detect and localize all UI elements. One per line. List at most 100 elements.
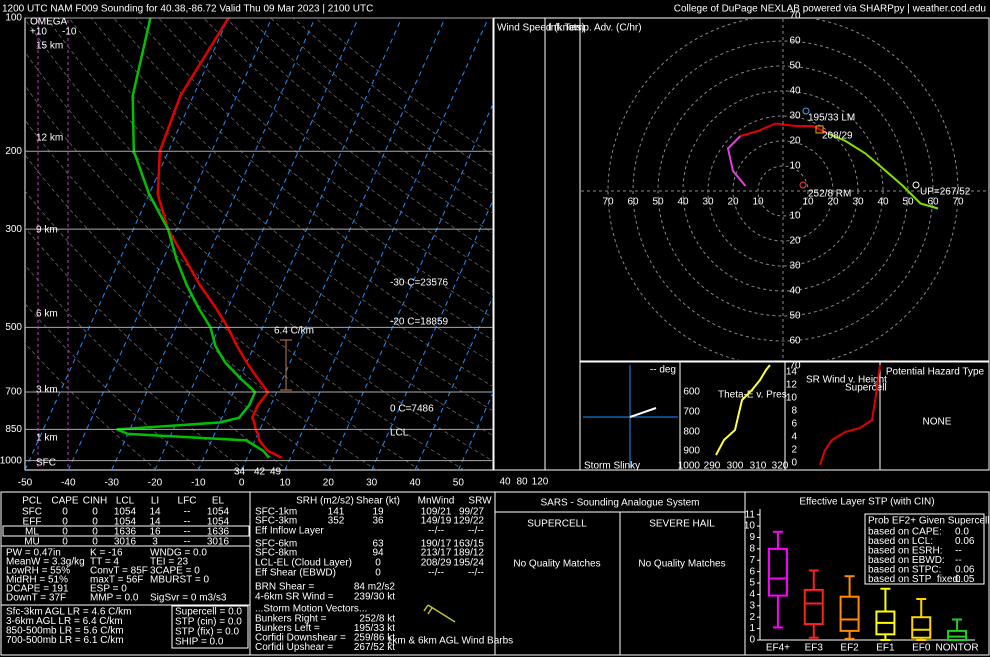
table-cell: 141 [328,507,345,518]
box [839,595,860,632]
dry-adiabat [25,85,465,470]
index-value: TT = 4 [90,557,119,568]
ring-label: 70 [789,11,801,22]
x-tick-label: 120 [532,477,549,488]
row-label: Corfidi Downshear = [255,633,346,644]
annotation: 42 [254,467,266,478]
ring-label: 10 [789,161,801,172]
y-tick-label: 8 [749,544,755,555]
ring-label: 40 [877,197,889,208]
dry-adiabat [25,18,493,437]
legend-title: Prob EF2+ Given Supercell [868,516,989,527]
row-value: 259/86 kt [354,633,395,644]
ring-label: 70 [602,197,614,208]
composite-box [171,605,249,649]
x-tick-label: EF1 [876,643,895,654]
table-cell: -- [184,527,191,538]
row-value: 195/33 kt [354,623,395,634]
index-value: MBURST = 0 [150,575,209,586]
ring-label: 20 [827,197,839,208]
table-cell: 0 [92,537,98,548]
table-cell: 3 [152,537,158,548]
y-tick-label: 14 [786,367,798,378]
index-value: WNDG = 0.0 [150,548,207,559]
panel-title: Inf. Temp. Adv. (C/hr) [548,23,642,34]
ring-label: 30 [852,197,864,208]
storm-marker [799,181,807,189]
ring-label: 10 [802,197,814,208]
x-tick-label: 30 [366,478,378,489]
isotherm [25,18,229,470]
dry-adiabat [113,18,493,341]
row-label: Eff Inflow Layer [255,526,324,537]
table-cell: 189/12 [453,548,484,559]
table-header: MnWind [418,496,455,507]
isotherm [284,18,489,470]
box [947,629,968,642]
table-cell: 14 [149,517,161,528]
table-cell: --/-- [428,526,444,537]
panel-title: Potential Hazard Type [886,367,985,378]
x-tick-label: -20 [148,478,163,489]
row-value: 267/52 kt [354,642,395,653]
motion-label: UP=267/52 [920,187,971,198]
profile-line [116,18,270,459]
y-tick-label: 1000 [0,455,22,466]
ring-label: 30 [789,261,801,272]
row-label: BRN Shear = [255,582,314,593]
annotation: 9 km [36,225,58,236]
row-label: SFC-3km [255,516,297,527]
table-cell: 1054 [207,517,230,528]
legend-entry: based on LCL: [868,536,933,547]
y-tick-label: 4 [791,432,797,443]
table-cell: --/-- [428,568,444,579]
index-value: TEI = 23 [150,557,189,568]
legend-value: -- [955,555,962,566]
index-value: K = -16 [90,548,123,559]
slinky-line [629,407,657,418]
ring-label: 20 [727,197,739,208]
row-label: SFC-6km [255,539,297,550]
dry-adiabat [248,18,493,214]
y-tick-label: 700 [5,387,22,398]
storm-marker [815,125,824,134]
table-cell: MU [24,537,40,548]
motion-label: 195/33 LM [808,113,855,124]
annotation: 34 [234,467,246,478]
x-tick-label: 290 [704,461,721,472]
table-cell: 94 [372,548,384,559]
x-tick-label: 40 [409,478,421,489]
ring-label: 40 [789,86,801,97]
legend-entry: based on STPC: [868,565,941,576]
ring-label: 10 [752,197,764,208]
y-tick-label: 5 [749,578,755,589]
dry-adiabat [25,51,493,462]
hazard-frame [879,361,990,471]
row-label: Eff Shear (EBWD) [255,568,336,579]
table-cell: 3016 [114,537,137,548]
y-tick-label: 7 [749,555,755,566]
composite-value: STP (cin) = 0.0 [175,617,242,628]
table-cell: 129/22 [453,516,484,527]
dry-adiabat [25,154,377,470]
row-label: SFC-8km [255,548,297,559]
row-label: LCL-EL (Cloud Layer) [255,558,352,569]
annotation: 6.4 C/km [274,326,314,337]
isotherm [457,391,493,470]
ring-label: 60 [789,36,801,47]
annotation: 6 km [36,309,58,320]
composite-value: SHIP = 0.0 [175,637,224,648]
y-tick-label: 10 [786,393,798,404]
annotation: -30 C=23576 [390,278,449,289]
lapse-rate: 3-6km AGL LR = 6.4 C/km [6,616,123,627]
ring-label: 60 [627,197,639,208]
row-label: SFC-1km [255,507,297,518]
table-header: CAPE [51,496,79,507]
dry-adiabat [158,18,493,297]
annotation: SFC [36,458,56,469]
ring-label: 50 [902,197,914,208]
dry-adiabat [25,303,201,470]
isotherm [154,18,359,470]
table-cell: 99/27 [459,507,484,518]
dry-adiabat [25,226,289,470]
